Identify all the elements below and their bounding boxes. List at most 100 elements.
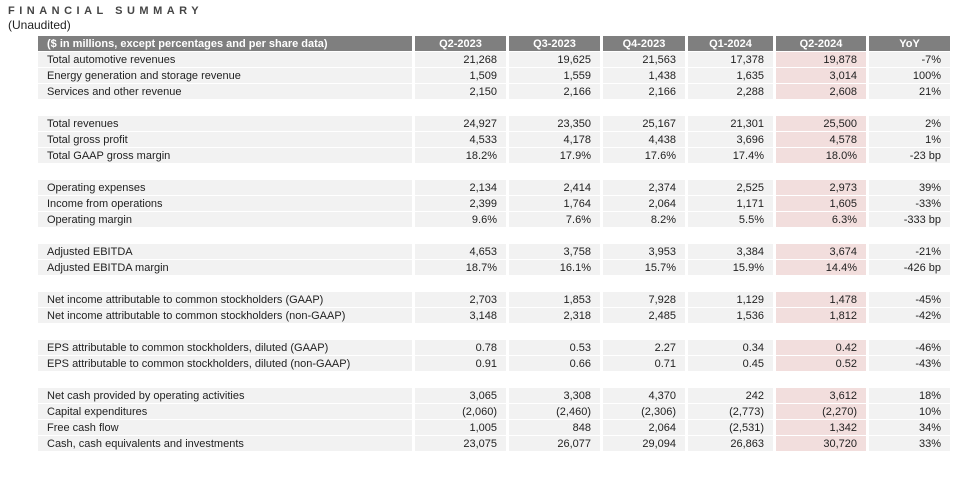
cell-q4-2023: 3,953: [600, 244, 685, 260]
section-spacer: [38, 372, 950, 388]
cell-yoy: 33%: [866, 436, 950, 452]
cell-yoy: -46%: [866, 340, 950, 356]
table-row: Operating margin 9.6% 7.6% 8.2% 5.5% 6.3% -333…: [38, 212, 950, 228]
cell-q3-2023: 2,166: [506, 84, 600, 100]
cell-q1-2024: 5.5%: [685, 212, 773, 228]
cell-q4-2023: 2,485: [600, 308, 685, 324]
cell-q4-2023: 8.2%: [600, 212, 685, 228]
cell-q1-2024: 0.34: [685, 340, 773, 356]
row-label: Capital expenditures: [38, 404, 412, 420]
table-header-row: ($ in millions, except percentages and p…: [38, 36, 950, 52]
cell-yoy: 18%: [866, 388, 950, 404]
cell-q1-2024: 3,384: [685, 244, 773, 260]
row-label: Operating expenses: [38, 180, 412, 196]
section-spacer-cell: [38, 100, 950, 116]
cell-q2-2023: 1,509: [412, 68, 506, 84]
cell-q2-2024: 1,342: [773, 420, 866, 436]
financial-summary-page: FINANCIAL SUMMARY (Unaudited) ($ in mill…: [8, 5, 950, 452]
cell-q2-2024: 2,608: [773, 84, 866, 100]
table-row: EPS attributable to common stockholders,…: [38, 340, 950, 356]
cell-q1-2024: 1,536: [685, 308, 773, 324]
cell-q3-2023: 26,077: [506, 436, 600, 452]
cell-q2-2024: 25,500: [773, 116, 866, 132]
cell-q2-2023: 4,653: [412, 244, 506, 260]
section-spacer-cell: [38, 228, 950, 244]
column-header-q2-2023: Q2-2023: [412, 36, 506, 52]
section-spacer: [38, 228, 950, 244]
cell-q3-2023: 2,318: [506, 308, 600, 324]
section-spacer-cell: [38, 164, 950, 180]
cell-q4-2023: 25,167: [600, 116, 685, 132]
row-label: Free cash flow: [38, 420, 412, 436]
cell-q2-2024: 3,014: [773, 68, 866, 84]
row-label: Services and other revenue: [38, 84, 412, 100]
section-spacer: [38, 324, 950, 340]
cell-q4-2023: 21,563: [600, 52, 685, 68]
cell-q2-2023: 2,703: [412, 292, 506, 308]
section-spacer-cell: [38, 276, 950, 292]
cell-q4-2023: 17.6%: [600, 148, 685, 164]
table-row: Free cash flow 1,005 848 2,064 (2,531) 1,342 3…: [38, 420, 950, 436]
cell-q4-2023: 4,438: [600, 132, 685, 148]
cell-q1-2024: 17,378: [685, 52, 773, 68]
cell-q3-2023: 1,559: [506, 68, 600, 84]
cell-q4-2023: 15.7%: [600, 260, 685, 276]
cell-q2-2024: (2,270): [773, 404, 866, 420]
cell-q2-2023: 2,134: [412, 180, 506, 196]
cell-yoy: -426 bp: [866, 260, 950, 276]
section-spacer-cell: [38, 324, 950, 340]
cell-yoy: 34%: [866, 420, 950, 436]
cell-q3-2023: 1,853: [506, 292, 600, 308]
column-header-q1-2024: Q1-2024: [685, 36, 773, 52]
cell-q1-2024: 2,525: [685, 180, 773, 196]
table-row: EPS attributable to common stockholders,…: [38, 356, 950, 372]
row-label: Net cash provided by operating activitie…: [38, 388, 412, 404]
table-row: Net cash provided by operating activitie…: [38, 388, 950, 404]
section-spacer-cell: [38, 372, 950, 388]
cell-yoy: -45%: [866, 292, 950, 308]
cell-q1-2024: 1,635: [685, 68, 773, 84]
cell-q4-2023: 0.71: [600, 356, 685, 372]
cell-yoy: -21%: [866, 244, 950, 260]
cell-q4-2023: 2,064: [600, 420, 685, 436]
section-spacer: [38, 164, 950, 180]
cell-q4-2023: 2,374: [600, 180, 685, 196]
cell-q3-2023: 848: [506, 420, 600, 436]
row-label: Adjusted EBITDA: [38, 244, 412, 260]
cell-q2-2024: 1,812: [773, 308, 866, 324]
cell-q2-2023: 2,150: [412, 84, 506, 100]
table-row: Total automotive revenues 21,268 19,625 21,…: [38, 52, 950, 68]
cell-q2-2023: 18.2%: [412, 148, 506, 164]
cell-q2-2023: 3,148: [412, 308, 506, 324]
cell-q1-2024: 242: [685, 388, 773, 404]
table-row: Net income attributable to common stockh…: [38, 292, 950, 308]
cell-q2-2024: 1,478: [773, 292, 866, 308]
cell-q3-2023: 0.53: [506, 340, 600, 356]
cell-q2-2024: 3,674: [773, 244, 866, 260]
cell-q1-2024: 0.45: [685, 356, 773, 372]
row-label: Adjusted EBITDA margin: [38, 260, 412, 276]
cell-q3-2023: 0.66: [506, 356, 600, 372]
cell-q2-2023: (2,060): [412, 404, 506, 420]
cell-q2-2024: 6.3%: [773, 212, 866, 228]
cell-q2-2023: 2,399: [412, 196, 506, 212]
column-header-q4-2023: Q4-2023: [600, 36, 685, 52]
table-header-label: ($ in millions, except percentages and p…: [38, 36, 412, 52]
cell-q2-2024: 0.52: [773, 356, 866, 372]
section-spacer: [38, 276, 950, 292]
row-label: EPS attributable to common stockholders,…: [38, 356, 412, 372]
cell-q2-2024: 19,878: [773, 52, 866, 68]
cell-q2-2023: 18.7%: [412, 260, 506, 276]
cell-q4-2023: 29,094: [600, 436, 685, 452]
cell-q2-2024: 4,578: [773, 132, 866, 148]
cell-q2-2024: 18.0%: [773, 148, 866, 164]
row-label: Total GAAP gross margin: [38, 148, 412, 164]
table-row: Income from operations 2,399 1,764 2,064 1,1…: [38, 196, 950, 212]
cell-q1-2024: 1,129: [685, 292, 773, 308]
cell-q4-2023: 2.27: [600, 340, 685, 356]
cell-q4-2023: 7,928: [600, 292, 685, 308]
row-label: EPS attributable to common stockholders,…: [38, 340, 412, 356]
table-row: Adjusted EBITDA margin 18.7% 16.1% 15.7% 15.…: [38, 260, 950, 276]
table-row: Services and other revenue 2,150 2,166 2,16…: [38, 84, 950, 100]
table-row: Energy generation and storage revenue 1,5…: [38, 68, 950, 84]
